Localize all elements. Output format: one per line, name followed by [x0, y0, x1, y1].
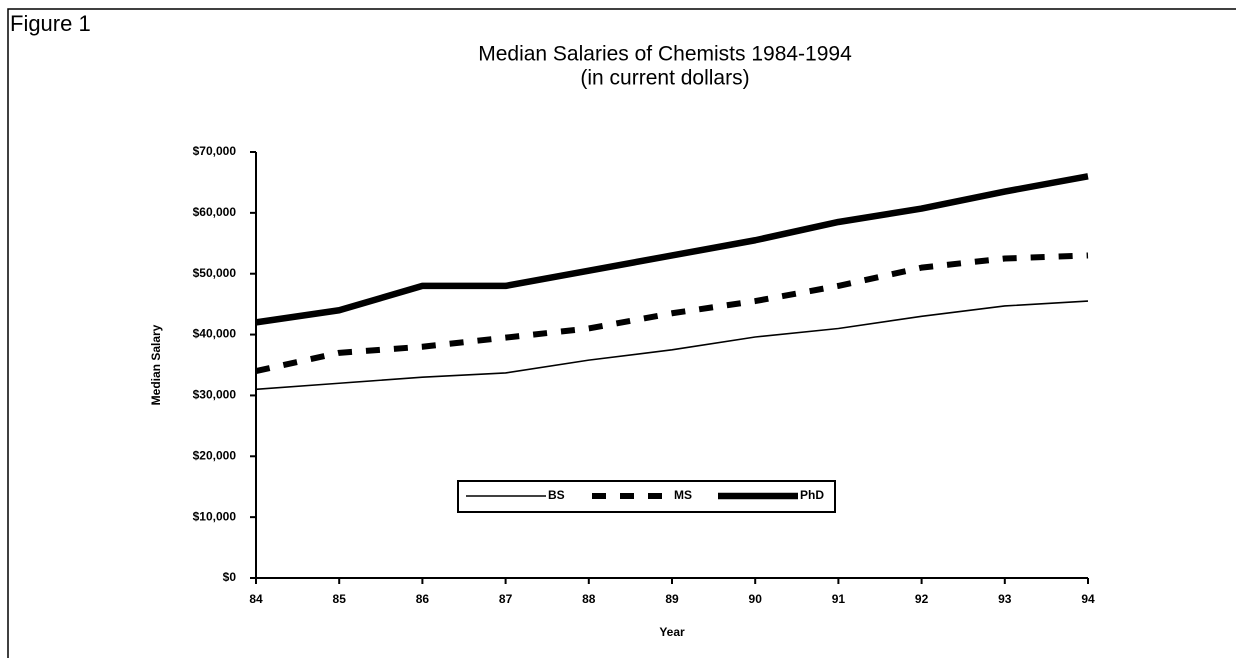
legend-label: BS — [548, 488, 565, 502]
x-tick-label: 84 — [249, 592, 263, 606]
chart-title: Median Salaries of Chemists 1984-1994 — [478, 43, 852, 66]
x-axis-label: Year — [659, 625, 685, 639]
frame — [7, 8, 1236, 658]
x-tick-label: 92 — [915, 592, 929, 606]
x-tick-label: 94 — [1081, 592, 1095, 606]
y-tick-label: $50,000 — [193, 266, 237, 280]
legend-label: MS — [674, 488, 692, 502]
x-tick-label: 86 — [416, 592, 430, 606]
y-tick-label: $0 — [223, 570, 237, 584]
x-tick-label: 93 — [998, 592, 1012, 606]
y-tick-label: $20,000 — [193, 448, 237, 462]
y-tick-label: $30,000 — [193, 388, 237, 402]
x-tick-label: 85 — [333, 592, 347, 606]
x-tick-label: 89 — [665, 592, 679, 606]
series-line — [255, 173, 1089, 326]
figure-label: Figure 1 — [10, 11, 91, 36]
x-tick-label: 91 — [832, 592, 846, 606]
y-tick-label: $60,000 — [193, 205, 237, 219]
y-tick-label: $40,000 — [193, 327, 237, 341]
chart-subtitle: (in current dollars) — [580, 67, 749, 90]
x-tick-label: 88 — [582, 592, 596, 606]
y-tick-label: $10,000 — [193, 509, 237, 523]
y-axis-label: Median Salary — [149, 324, 163, 405]
series-line — [255, 300, 1089, 391]
legend-label: PhD — [800, 488, 824, 502]
series-line — [255, 252, 1089, 375]
x-tick-label: 87 — [499, 592, 513, 606]
y-tick-label: $70,000 — [193, 144, 237, 158]
x-tick-label: 90 — [749, 592, 763, 606]
